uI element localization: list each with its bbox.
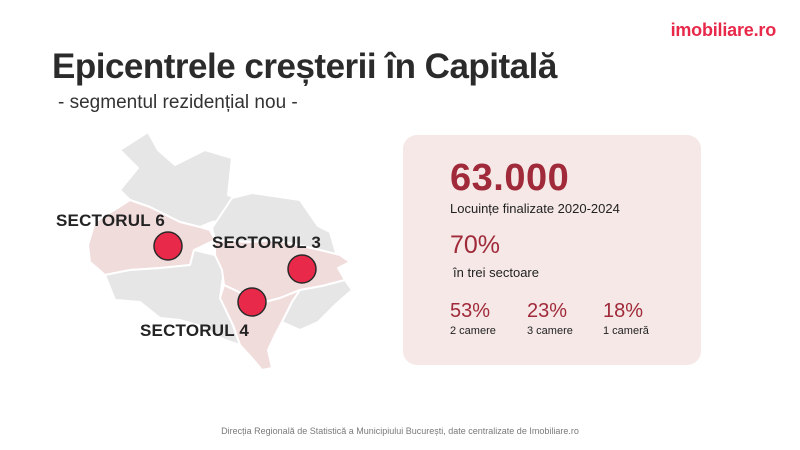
breakdown-item-1-room: 18% 1 cameră bbox=[603, 300, 649, 337]
sector-6-label: SECTORUL 6 bbox=[56, 211, 166, 230]
sector-3-marker bbox=[287, 254, 317, 284]
source-note: Direcția Regională de Statistică a Munic… bbox=[221, 426, 579, 436]
stats-card: 63.000 Locuințe finalizate 2020-2024 70%… bbox=[403, 135, 701, 365]
page-title: Epicentrele creșterii în Capitală bbox=[52, 47, 557, 86]
breakdown-value: 53% bbox=[450, 300, 491, 322]
breakdown-item-3-rooms: 23% 3 camere bbox=[527, 300, 573, 337]
three-sectors-share-value: 70% bbox=[450, 231, 501, 259]
sector-4-marker bbox=[237, 287, 267, 317]
south-east-district-shape bbox=[281, 279, 353, 331]
sector-6-marker bbox=[153, 231, 183, 261]
breakdown-label: 1 cameră bbox=[603, 325, 649, 337]
brand-logo: imobiliare.ro bbox=[670, 20, 777, 40]
page-subtitle: - segmentul rezidențial nou - bbox=[58, 92, 298, 113]
breakdown-item-2-rooms: 53% 2 camere bbox=[450, 300, 496, 337]
breakdown-label: 3 camere bbox=[527, 325, 573, 337]
total-homes-value: 63.000 bbox=[450, 157, 570, 199]
total-homes-caption: Locuințe finalizate 2020-2024 bbox=[450, 201, 620, 216]
breakdown-value: 23% bbox=[527, 300, 568, 322]
breakdown-value: 18% bbox=[603, 300, 644, 322]
breakdown-label: 2 camere bbox=[450, 325, 496, 337]
sector-3-label: SECTORUL 3 bbox=[212, 233, 322, 252]
three-sectors-share-caption: în trei sectoare bbox=[453, 265, 539, 280]
sector-4-label: SECTORUL 4 bbox=[140, 321, 250, 340]
